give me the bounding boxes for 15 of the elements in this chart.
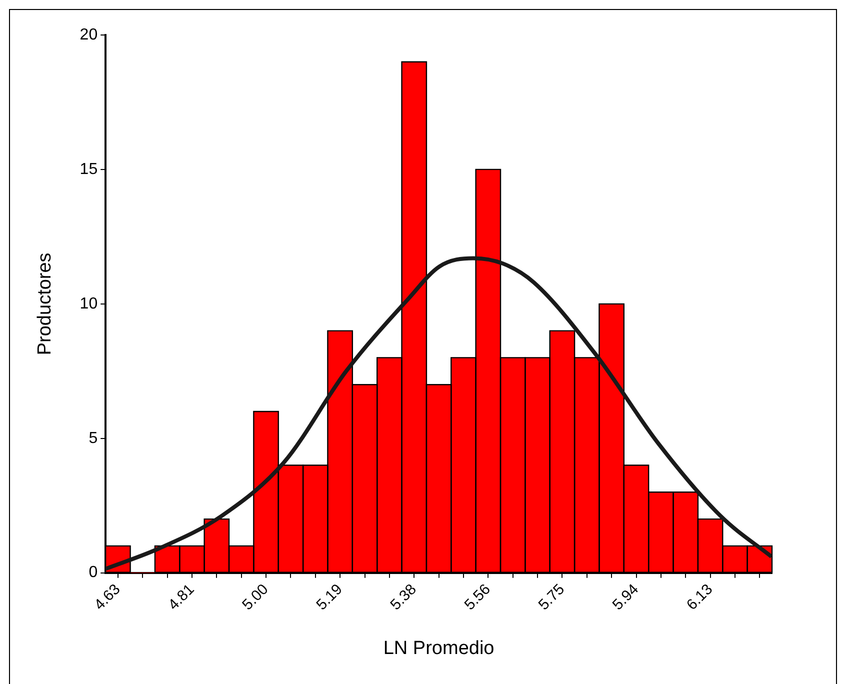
x-tick-label: 5.38: [387, 580, 420, 614]
y-tick-label: 0: [88, 564, 98, 582]
x-tick-label: 5.00: [239, 580, 272, 614]
x-tick-label: 4.81: [165, 580, 198, 614]
y-tick-label: 5: [88, 430, 98, 447]
y-tick-label: 15: [80, 160, 98, 178]
x-tick-label: 5.56: [461, 580, 494, 614]
x-axis-title: LN Promedio: [383, 638, 494, 659]
x-tick-label: 4.63: [91, 580, 124, 614]
x-tick-label: 5.19: [313, 580, 346, 614]
y-axis-title: Productores: [34, 252, 56, 356]
y-tick-label: 10: [80, 295, 98, 312]
x-tick-label: 5.94: [609, 580, 642, 614]
y-tick-label: 20: [80, 26, 98, 44]
x-tick-label: 6.13: [683, 580, 716, 614]
